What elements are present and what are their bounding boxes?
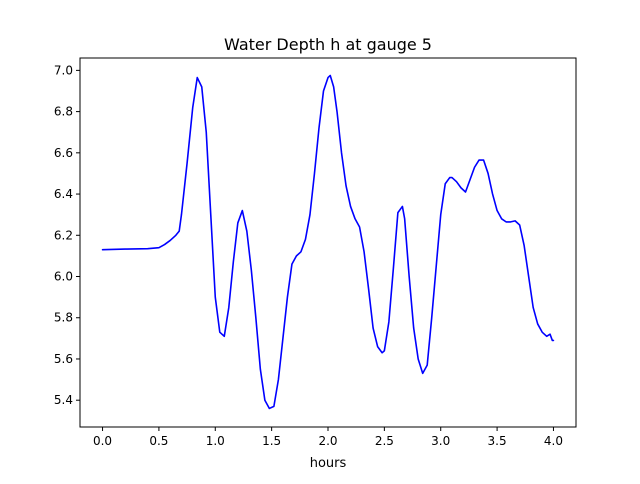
x-tick-label: 2.5 — [375, 434, 394, 448]
plot-line-group — [101, 74, 555, 410]
axes-frame — [79, 57, 577, 428]
x-tick-label: 4.0 — [544, 434, 563, 448]
x-tick-label: 0.0 — [93, 434, 112, 448]
x-axis-label: hours — [310, 456, 347, 471]
x-tick-label: 3.5 — [488, 434, 507, 448]
y-tick-label: 6.4 — [54, 187, 73, 201]
x-tick-label: 3.0 — [431, 434, 450, 448]
y-tick-label: 6.8 — [54, 105, 73, 119]
y-tick-label: 6.0 — [54, 270, 73, 284]
x-tick-label: 1.5 — [262, 434, 281, 448]
y-tick-label: 5.4 — [54, 393, 73, 407]
x-tick-label: 2.0 — [318, 434, 337, 448]
y-axis-ticks: 5.4 5.6 5.8 6.0 6.2 6.4 6.6 6.8 7.0 — [54, 63, 80, 407]
y-tick-label: 5.6 — [54, 352, 73, 366]
y-tick-label: 5.8 — [54, 311, 73, 325]
chart-title: Water Depth h at gauge 5 — [224, 35, 432, 54]
x-axis-ticks: 0.0 0.5 1.0 1.5 2.0 2.5 3.0 3.5 4.0 — [93, 427, 563, 448]
y-tick-label: 7.0 — [54, 63, 73, 77]
y-tick-label: 6.6 — [54, 146, 73, 160]
x-tick-label: 0.5 — [149, 434, 168, 448]
x-tick-label: 1.0 — [206, 434, 225, 448]
y-tick-label: 6.2 — [54, 228, 73, 242]
series-line-0 — [101, 74, 555, 410]
